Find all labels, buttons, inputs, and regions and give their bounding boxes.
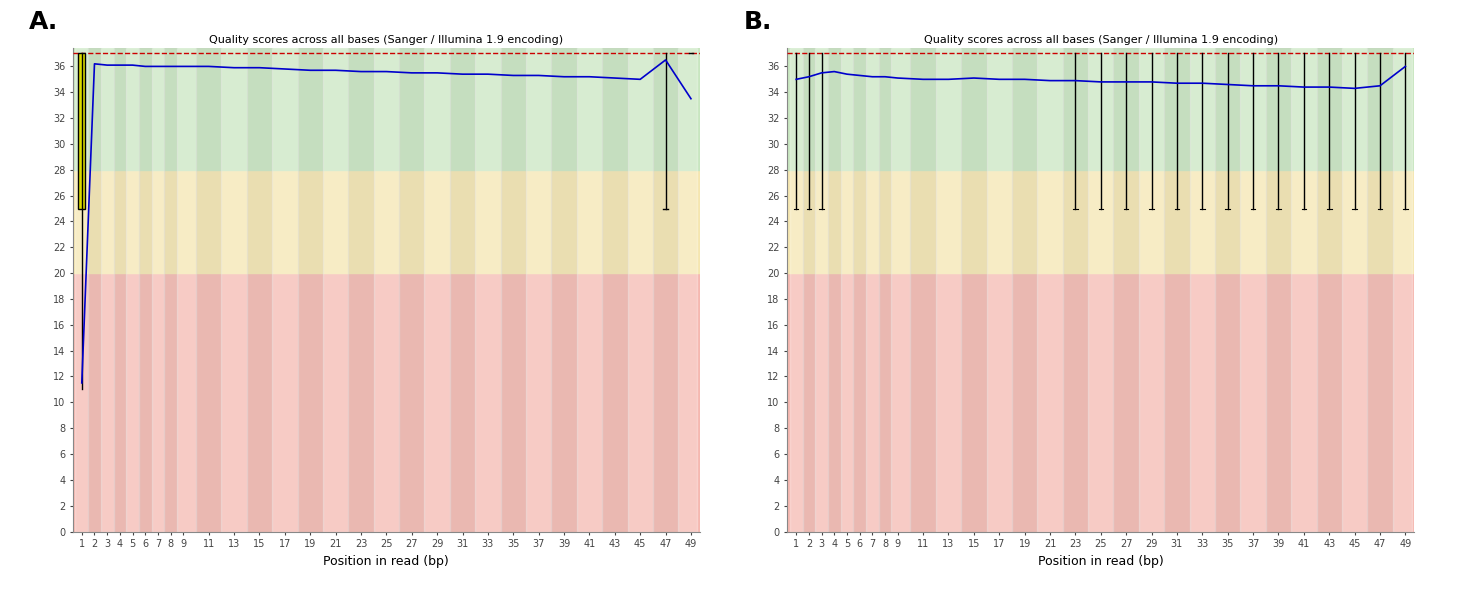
Bar	[1292, 48, 1317, 532]
Bar	[1368, 48, 1392, 532]
Bar	[1266, 48, 1292, 532]
Bar	[790, 48, 802, 532]
Bar	[1037, 48, 1063, 532]
Bar	[653, 48, 678, 532]
Bar	[222, 48, 246, 532]
Bar	[1241, 48, 1266, 532]
Bar	[114, 48, 127, 532]
Bar	[802, 48, 815, 532]
Bar	[176, 48, 195, 532]
Bar	[1114, 48, 1139, 532]
Bar	[1088, 48, 1114, 532]
Bar	[1215, 48, 1241, 532]
Bar	[451, 48, 475, 532]
Bar	[79, 54, 85, 208]
Bar	[787, 273, 1414, 532]
Bar	[373, 48, 399, 532]
Bar	[1317, 48, 1341, 532]
X-axis label: Position in read (bp): Position in read (bp)	[1038, 554, 1163, 568]
Bar	[1165, 48, 1190, 532]
Bar	[879, 48, 891, 532]
Bar	[500, 48, 526, 532]
Bar	[322, 48, 348, 532]
Bar	[787, 170, 1414, 273]
Bar	[73, 47, 700, 170]
Bar	[891, 48, 910, 532]
Bar	[1341, 48, 1368, 532]
Bar	[866, 48, 879, 532]
Bar	[815, 48, 828, 532]
Bar	[399, 48, 424, 532]
Bar	[1392, 48, 1411, 532]
Bar	[1139, 48, 1165, 532]
Bar	[936, 48, 961, 532]
Bar	[152, 48, 165, 532]
Bar	[987, 48, 1012, 532]
Bar	[577, 48, 602, 532]
Bar	[828, 48, 841, 532]
Bar	[73, 273, 700, 532]
Bar	[551, 48, 577, 532]
Bar	[76, 48, 87, 532]
Bar	[73, 170, 700, 273]
Bar	[910, 48, 936, 532]
X-axis label: Position in read (bp): Position in read (bp)	[324, 554, 449, 568]
Text: B.: B.	[744, 10, 771, 34]
Bar	[195, 48, 222, 532]
Bar	[1063, 48, 1088, 532]
Title: Quality scores across all bases (Sanger / Illumina 1.9 encoding): Quality scores across all bases (Sanger …	[924, 35, 1277, 45]
Text: A.: A.	[29, 10, 58, 34]
Bar	[297, 48, 322, 532]
Bar	[348, 48, 373, 532]
Bar	[853, 48, 866, 532]
Title: Quality scores across all bases (Sanger / Illumina 1.9 encoding): Quality scores across all bases (Sanger …	[210, 35, 563, 45]
Bar	[246, 48, 273, 532]
Bar	[475, 48, 500, 532]
Bar	[424, 48, 451, 532]
Bar	[101, 48, 114, 532]
Bar	[139, 48, 152, 532]
Bar	[1012, 48, 1037, 532]
Bar	[961, 48, 987, 532]
Bar	[787, 47, 1414, 170]
Bar	[127, 48, 139, 532]
Bar	[602, 48, 627, 532]
Bar	[526, 48, 551, 532]
Bar	[165, 48, 176, 532]
Bar	[273, 48, 297, 532]
Bar	[678, 48, 697, 532]
Bar	[627, 48, 653, 532]
Bar	[87, 48, 101, 532]
Bar	[1190, 48, 1215, 532]
Bar	[841, 48, 853, 532]
